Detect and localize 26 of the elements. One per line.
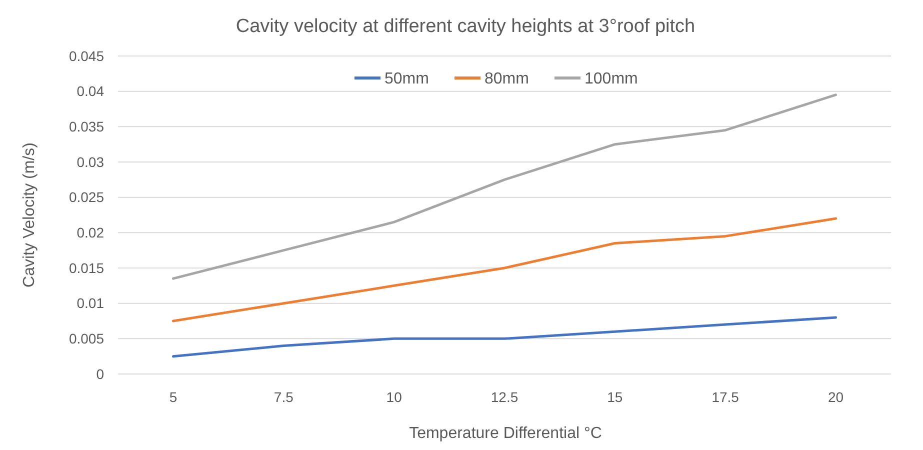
y-tick-label: 0.04 bbox=[76, 83, 104, 100]
legend-label: 80mm bbox=[484, 70, 529, 88]
y-axis-title: Cavity Velocity (m/s) bbox=[21, 142, 38, 288]
line-series bbox=[172, 217, 838, 322]
x-tick-label: 5 bbox=[169, 389, 178, 405]
legend-label: 100mm bbox=[584, 70, 638, 88]
line-series bbox=[172, 316, 838, 358]
x-axis-title: Temperature Differential °C bbox=[409, 425, 602, 442]
y-tick-label: 0.015 bbox=[68, 260, 104, 276]
x-tick-label: 15 bbox=[607, 389, 623, 405]
y-tick-label: 0.01 bbox=[76, 295, 104, 312]
legend-label: 50mm bbox=[384, 70, 429, 88]
y-tick-label: 0.035 bbox=[68, 118, 104, 135]
y-tick-label: 0.025 bbox=[68, 189, 104, 206]
line-series bbox=[172, 94, 838, 280]
y-tick-label: 0 bbox=[96, 366, 104, 382]
y-tick-label: 0.005 bbox=[68, 330, 104, 347]
chart-title: Cavity velocity at different cavity heights at 3°roof pitch bbox=[236, 16, 696, 37]
x-tick-label: 12.5 bbox=[490, 389, 518, 405]
x-tick-label: 10 bbox=[386, 389, 402, 405]
x-tick-label: 7.5 bbox=[274, 389, 294, 405]
y-tick-label: 0.045 bbox=[68, 48, 104, 64]
x-tick-label: 20 bbox=[828, 389, 844, 405]
y-tick-label: 0.02 bbox=[76, 224, 104, 241]
y-tick-label: 0.03 bbox=[76, 154, 104, 170]
x-tick-label: 17.5 bbox=[712, 389, 740, 405]
